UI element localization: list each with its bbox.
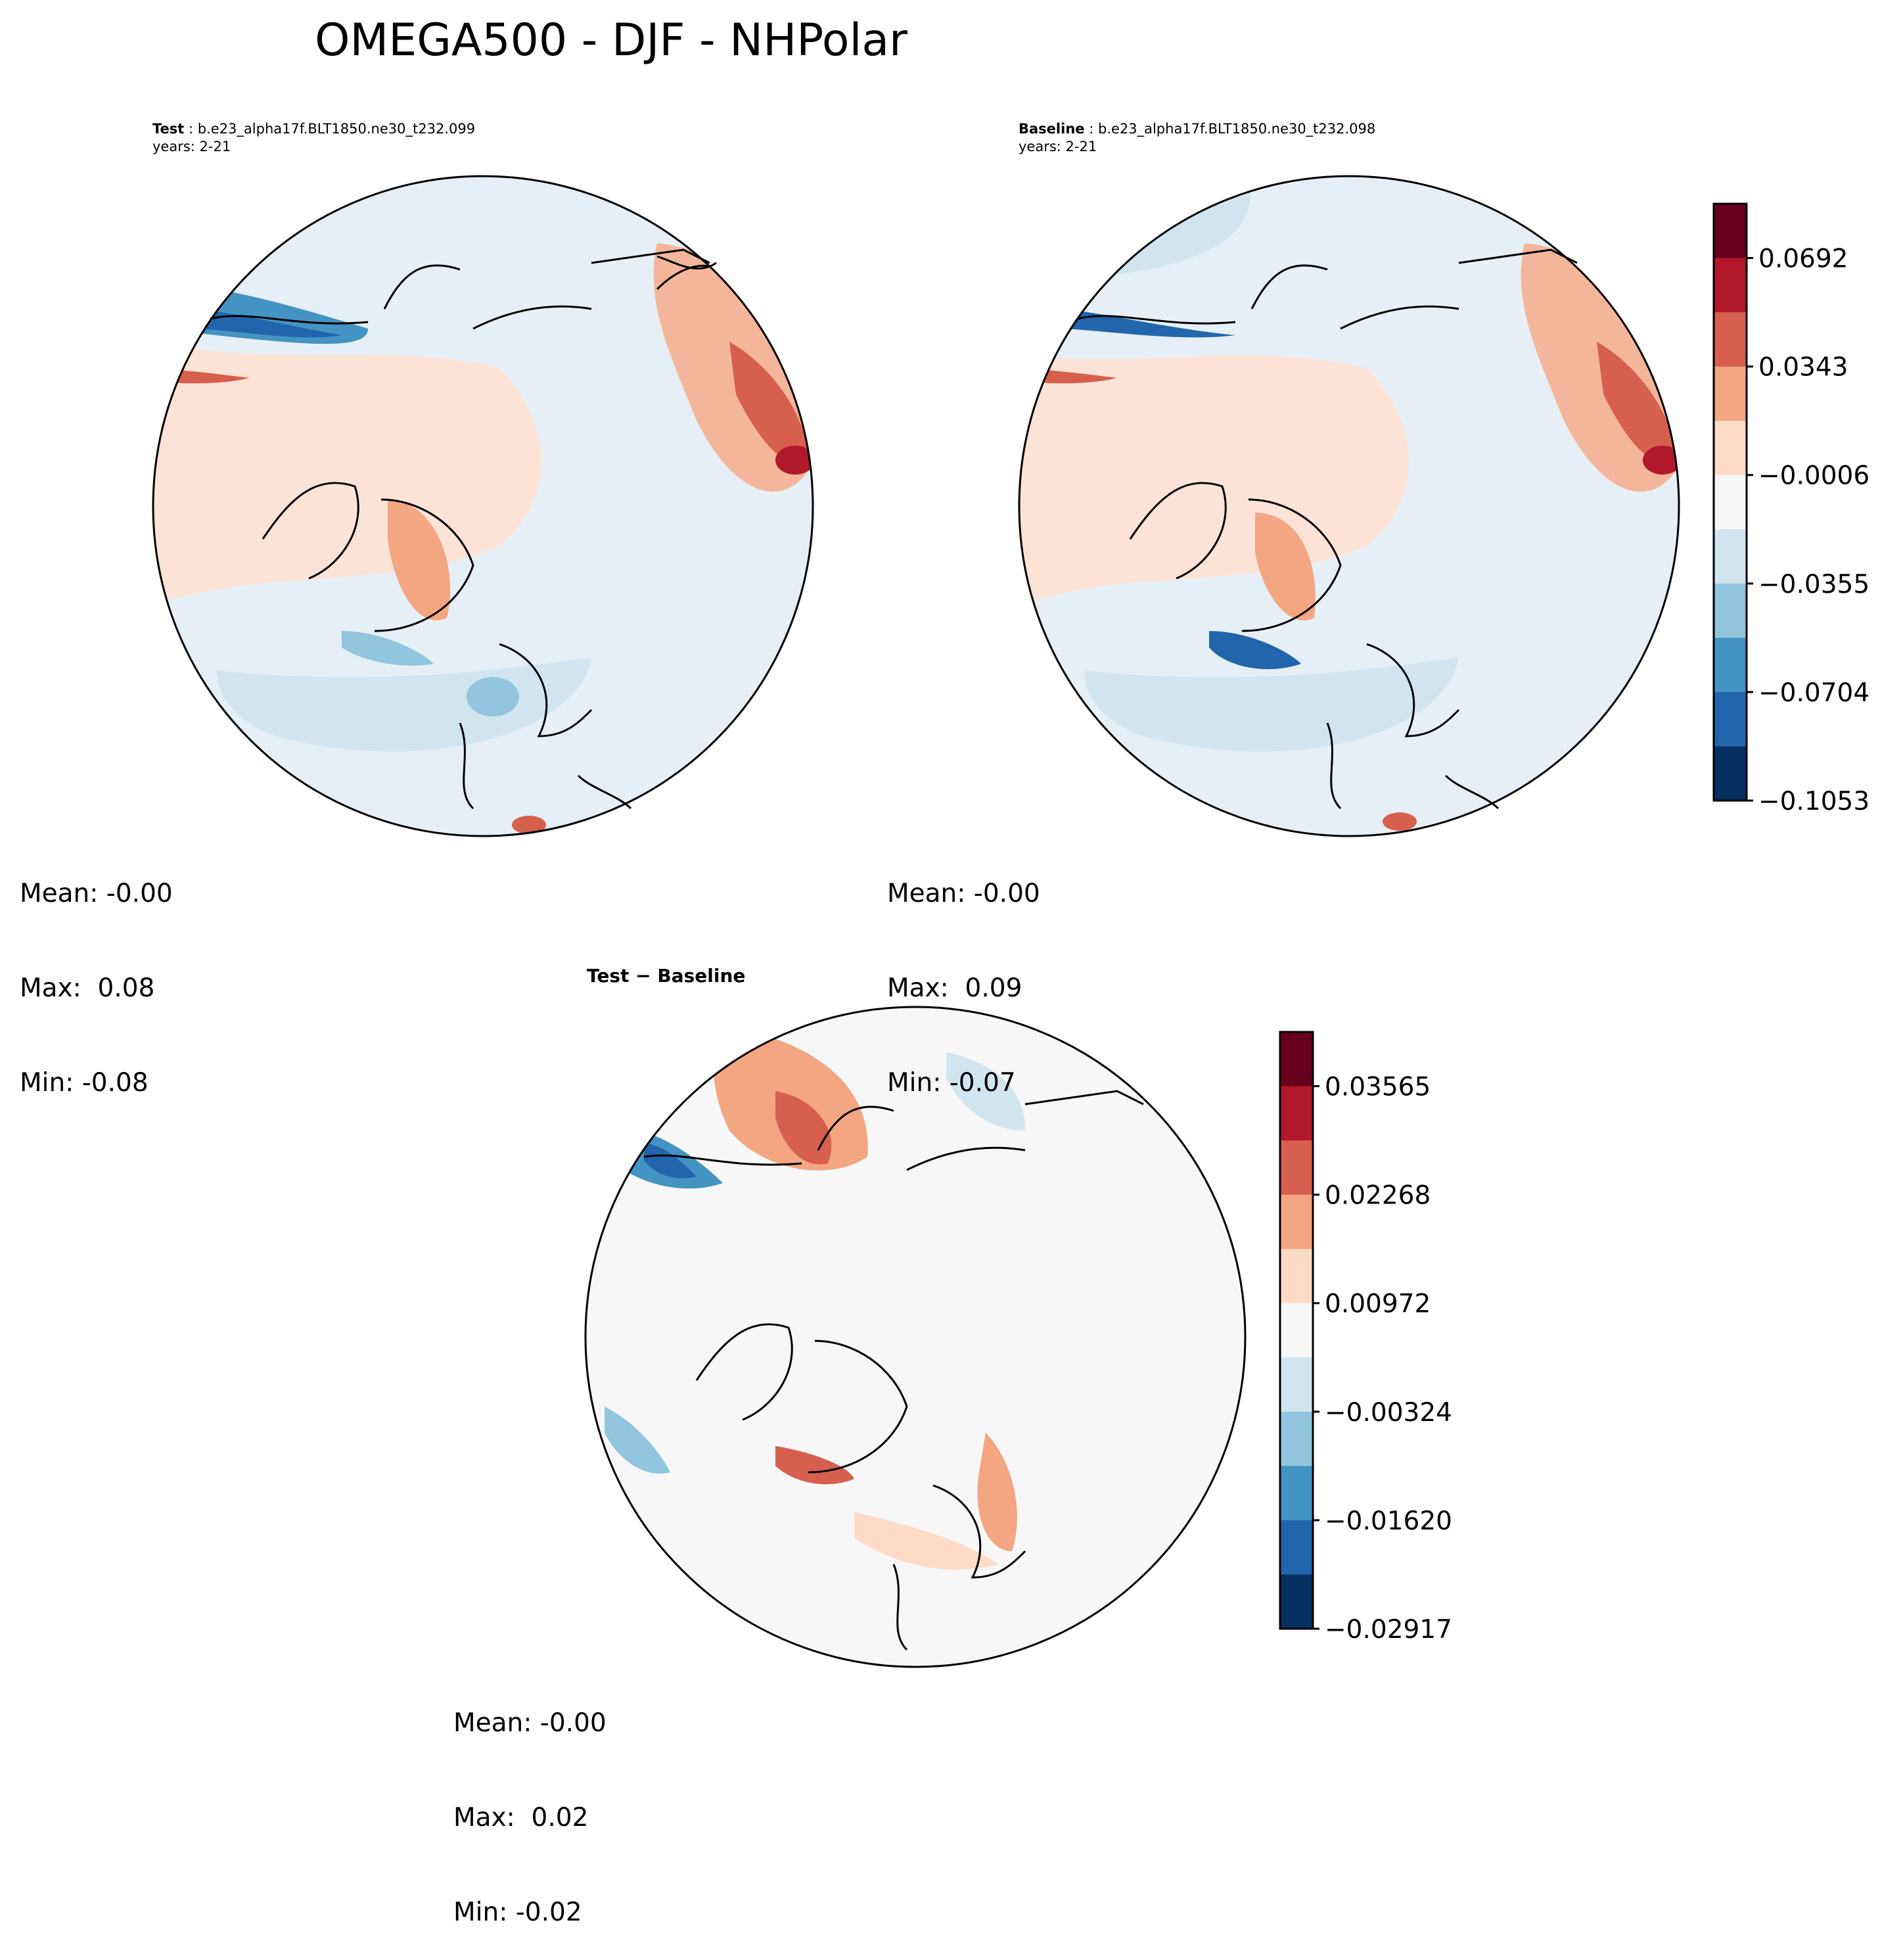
test-years: years: 2-21: [152, 139, 231, 154]
diff-mean: Mean: -0.00: [453, 1708, 607, 1738]
figure-title: OMEGA500 - DJF - NHPolar: [315, 14, 907, 66]
diff-colorbar-swatch: [1280, 1411, 1313, 1466]
figure-canvas: 0.0692 0.0343 −0.0006 −0.0355 −0.0704 −0.1053…: [152, 175, 1869, 1668]
test-header: Test : b.e23_alpha17f.BLT1850.ne30_t232.…: [152, 121, 476, 154]
main-colorbar-tick-label: 0.0692: [1758, 245, 1848, 274]
main-colorbar-swatch: [1714, 638, 1747, 693]
main-colorbar-swatch: [1714, 475, 1747, 530]
diff-max: Max: 0.02: [453, 1803, 589, 1832]
main-colorbar-swatch: [1714, 421, 1747, 476]
diff-min: Min: -0.02: [453, 1898, 582, 1927]
diff-colorbar-swatch: [1280, 1357, 1313, 1412]
diff-colorbar-swatch: [1280, 1520, 1313, 1575]
baseline-stats: Mean: -0.00 Max: 0.09 Min: -0.07: [887, 815, 1040, 1131]
baseline-max: Max: 0.09: [887, 973, 1022, 1003]
main-colorbar-tick-label: 0.0343: [1758, 353, 1848, 383]
diff-colorbar-tick-label: −0.02917: [1325, 1615, 1452, 1645]
main-colorbar-swatch: [1714, 529, 1747, 584]
diff-colorbar: 0.03565 0.02268 0.00972 −0.00324 −0.01620 −0.…: [1279, 1031, 1452, 1645]
main-colorbar-border: [1712, 202, 1748, 802]
diff-colorbar-swatch: [1280, 1086, 1313, 1141]
main-colorbar-swatch: [1714, 366, 1747, 421]
diff-header: Test − Baseline: [587, 965, 746, 987]
test-map: [152, 175, 814, 837]
main-colorbar-tick-label: −0.0006: [1758, 461, 1869, 491]
main-colorbar-swatch: [1714, 746, 1747, 801]
baseline-case-name: b.e23_alpha17f.BLT1850.ne30_t232.098: [1097, 121, 1376, 137]
main-colorbar-tick-label: −0.0704: [1758, 678, 1869, 708]
test-label: Test: [152, 121, 185, 137]
baseline-min: Min: -0.07: [887, 1068, 1016, 1098]
diff-colorbar-tick-label: 0.02268: [1325, 1181, 1431, 1211]
test-mean: Mean: -0.00: [20, 879, 173, 908]
main-colorbar-swatch: [1714, 583, 1747, 638]
diff-colorbar-swatch: [1280, 1140, 1313, 1196]
main-colorbar-swatch: [1714, 312, 1747, 367]
diff-colorbar-tick-label: 0.00972: [1325, 1290, 1431, 1319]
test-min: Min: -0.08: [20, 1068, 149, 1098]
diff-colorbar-tick-label: −0.01620: [1325, 1506, 1452, 1536]
baseline-header: Baseline : b.e23_alpha17f.BLT1850.ne30_t…: [1019, 121, 1376, 154]
diff-colorbar-swatch: [1280, 1032, 1313, 1087]
diff-colorbar-swatch: [1280, 1249, 1313, 1304]
main-colorbar-tick-label: −0.0355: [1758, 570, 1869, 599]
diff-colorbar-swatch: [1280, 1194, 1313, 1249]
baseline-mean: Mean: -0.00: [887, 879, 1040, 908]
main-colorbar-swatch: [1714, 204, 1747, 259]
baseline-years: years: 2-21: [1019, 139, 1097, 154]
diff-stats: Mean: -0.00 Max: 0.02 Min: -0.02: [453, 1645, 607, 1960]
diff-map: [584, 1006, 1247, 1668]
diff-colorbar-swatch: [1280, 1466, 1313, 1521]
diff-colorbar-border: [1279, 1031, 1314, 1630]
baseline-map: [1018, 175, 1680, 837]
baseline-label: Baseline: [1019, 121, 1085, 137]
diff-colorbar-swatch: [1280, 1303, 1313, 1358]
diff-colorbar-tick-label: 0.03565: [1325, 1073, 1431, 1102]
test-stats: Mean: -0.00 Max: 0.08 Min: -0.08: [20, 815, 173, 1131]
main-colorbar: 0.0692 0.0343 −0.0006 −0.0355 −0.0704 −0.1053: [1712, 202, 1869, 816]
test-max: Max: 0.08: [20, 973, 155, 1003]
main-colorbar-swatch: [1714, 258, 1747, 313]
diff-colorbar-tick-label: −0.00324: [1325, 1398, 1452, 1428]
diff-colorbar-swatch: [1280, 1574, 1313, 1629]
main-colorbar-tick-label: −0.1053: [1758, 787, 1869, 816]
test-case-name: b.e23_alpha17f.BLT1850.ne30_t232.099: [197, 121, 476, 137]
main-colorbar-swatch: [1714, 691, 1747, 747]
